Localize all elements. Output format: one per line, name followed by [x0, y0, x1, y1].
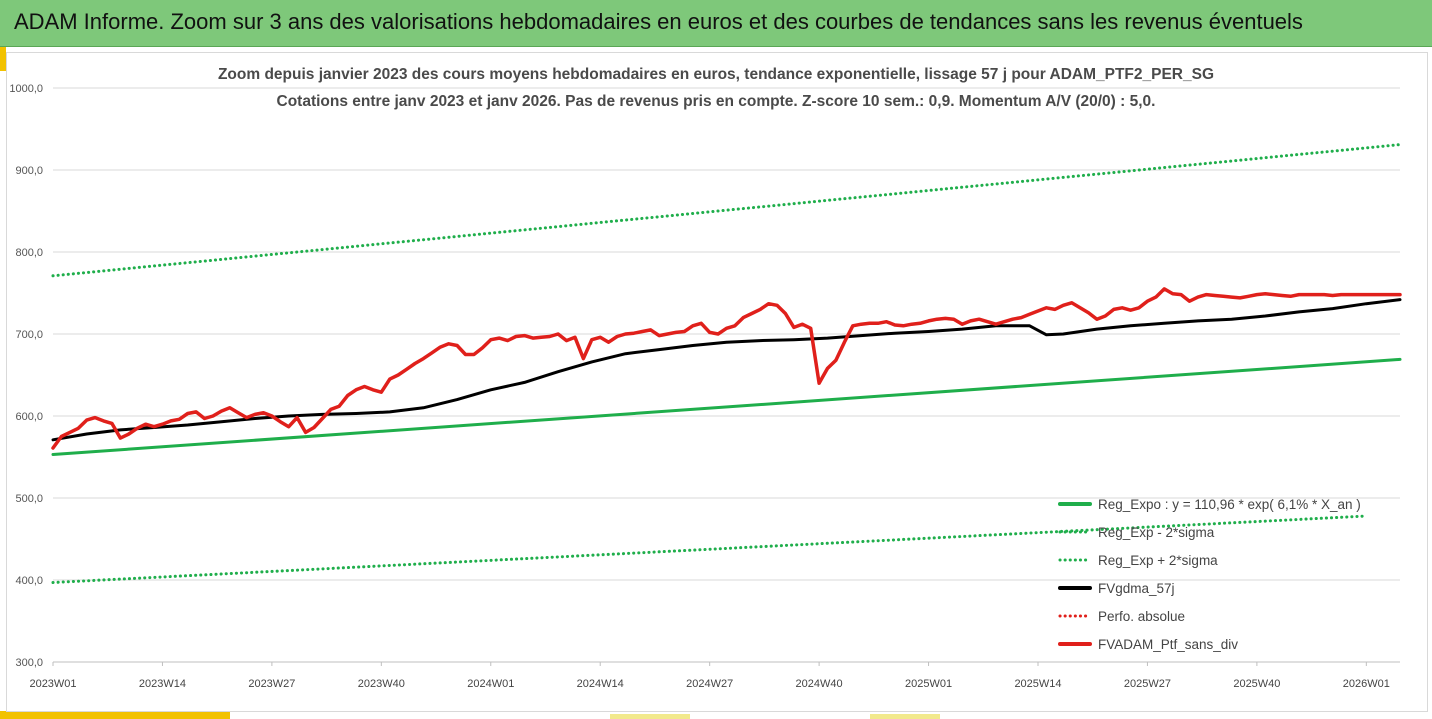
- decorative-accent: [0, 47, 6, 71]
- series-line-fvgdma-57j: [51, 298, 1402, 442]
- legend-item: Reg_Exp - 2*sigma: [1058, 518, 1361, 546]
- chart-legend: Reg_Expo : y = 110,96 * exp( 6,1% * X_an…: [1058, 490, 1361, 658]
- legend-label: Reg_Exp - 2*sigma: [1098, 524, 1215, 540]
- legend-item: Reg_Exp + 2*sigma: [1058, 546, 1361, 574]
- y-tick-label: 900,0: [15, 165, 43, 177]
- legend-item: FVgdma_57j: [1058, 574, 1361, 602]
- x-tick-label: 2024W14: [577, 678, 624, 690]
- decorative-accent: [610, 714, 690, 719]
- y-tick-label: 500,0: [15, 493, 43, 505]
- x-tick-label: 2024W27: [686, 678, 733, 690]
- legend-label: Perfo. absolue: [1098, 608, 1186, 624]
- series-line-fvadam-ptf-sans-div: [51, 287, 1402, 450]
- legend-swatch: [1058, 530, 1092, 534]
- report-banner: ADAM Informe. Zoom sur 3 ans des valoris…: [0, 0, 1432, 47]
- y-tick-label: 700,0: [15, 329, 43, 341]
- series-line-reg-exp-2-sigma: [51, 143, 1402, 278]
- x-tick-label: 2025W01: [905, 678, 952, 690]
- chart-subtitle: Cotations entre janv 2023 et janv 2026. …: [276, 93, 1156, 110]
- legend-label: Reg_Expo : y = 110,96 * exp( 6,1% * X_an…: [1098, 496, 1361, 512]
- legend-swatch: [1058, 558, 1092, 562]
- x-tick-label: 2025W27: [1124, 678, 1171, 690]
- series-line-reg-exp-2-sigma: [51, 514, 1368, 584]
- legend-label: Reg_Exp + 2*sigma: [1098, 552, 1218, 568]
- legend-swatch: [1058, 502, 1092, 506]
- x-tick-label: 2025W40: [1233, 678, 1280, 690]
- x-tick-label: 2023W14: [139, 678, 186, 690]
- x-tick-label: 2026W01: [1343, 678, 1390, 690]
- legend-label: FVADAM_Ptf_sans_div: [1098, 636, 1239, 652]
- x-tick-label: 2023W40: [358, 678, 405, 690]
- x-tick-label: 2025W14: [1014, 678, 1061, 690]
- x-tick-label: 2024W01: [467, 678, 514, 690]
- legend-item: Reg_Expo : y = 110,96 * exp( 6,1% * X_an…: [1058, 490, 1361, 518]
- y-tick-label: 600,0: [15, 411, 43, 423]
- legend-item: FVADAM_Ptf_sans_div: [1058, 630, 1361, 658]
- report-title: ADAM Informe. Zoom sur 3 ans des valoris…: [14, 9, 1303, 34]
- y-tick-label: 400,0: [15, 575, 43, 587]
- legend-label: FVgdma_57j: [1098, 580, 1175, 596]
- x-tick-label: 2023W01: [29, 678, 76, 690]
- series-line-reg-expo-y-110-96-exp-6-1-x-an: [51, 357, 1402, 456]
- chart-title: Zoom depuis janvier 2023 des cours moyen…: [217, 66, 1215, 83]
- y-tick-label: 1000,0: [9, 83, 43, 95]
- decorative-accent: [870, 714, 940, 719]
- x-tick-label: 2023W27: [248, 678, 295, 690]
- decorative-accent: [0, 711, 230, 719]
- y-tick-label: 300,0: [15, 657, 43, 669]
- legend-item: Perfo. absolue: [1058, 602, 1361, 630]
- y-tick-label: 800,0: [15, 247, 43, 259]
- legend-swatch: [1058, 586, 1092, 590]
- legend-swatch: [1058, 642, 1092, 646]
- chart-area: [6, 52, 1428, 712]
- legend-swatch: [1058, 614, 1092, 618]
- x-tick-label: 2024W40: [796, 678, 843, 690]
